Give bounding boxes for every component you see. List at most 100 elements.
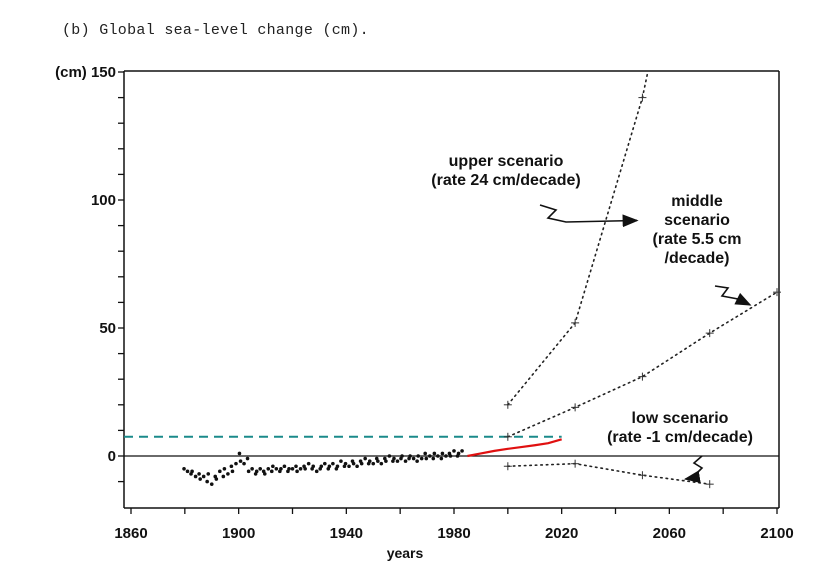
observation-point [290,467,295,471]
observation-point [319,464,324,469]
observation-point [198,477,202,481]
axes: 0 50 100 (cm) 150 1860 1900 1940 1980 2020 2060 21… [55,64,794,542]
observation-point [400,454,404,458]
observed-points [182,449,464,486]
annotation-line: /decade) [665,250,730,267]
y-tick-label: 100 [91,192,116,209]
annotation-text: low scenario (rate -1 cm/decade) [607,410,753,446]
annotation-line: scenario [664,212,730,229]
observation-point [282,464,287,469]
observation-point [424,456,429,461]
observation-point [246,469,251,474]
x-tick-label: 1940 [330,525,363,542]
observation-point [371,461,376,466]
observation-point [431,456,436,461]
figure-caption: (b) Global sea-level change (cm). [62,22,369,39]
observation-point [440,451,445,456]
observation-point [456,451,461,456]
observation-point [355,464,359,469]
observation-point [229,464,234,469]
annotation-arrow [714,285,752,306]
annotations: upper scenario (rate 24 cm/decade) middle s… [431,153,753,484]
observation-point [376,459,380,463]
observation-point [351,461,356,466]
annotation-text: middle scenario (rate 5.5 cm/decade) [653,193,742,267]
observation-point [327,464,332,469]
observation-point [222,467,227,471]
annotation-text: upper scenario (rate 24 cm/decade) [431,153,580,189]
observation-point [314,469,319,474]
observation-point [237,451,242,456]
observation-point [408,454,412,458]
observation-point [452,449,456,453]
observation-point [460,449,464,453]
observation-point [323,461,327,466]
observation-point [234,461,238,466]
scenario-lines [503,71,781,489]
annotation-line: middle [671,193,723,210]
x-tick-label: 2060 [653,525,686,542]
annotation-arrow [539,204,639,228]
observation-point [294,464,298,469]
x-tick-label: 2100 [760,525,793,542]
annotation-line: (rate 5.5 cm [653,231,742,248]
annotation-line: low scenario [632,410,729,427]
observation-point [415,459,419,463]
annotation-arrow [683,455,704,484]
observation-point [306,461,311,466]
observation-point [347,464,351,469]
x-axis-label: years [387,545,424,561]
observation-point [298,467,303,471]
observation-point [190,469,194,474]
observation-point [448,454,453,458]
observation-point [363,456,367,461]
observation-point [384,459,388,463]
observation-point [218,469,222,474]
observation-point [411,456,416,461]
observation-point [242,461,246,466]
observation-point [427,454,432,458]
observation-point [392,456,396,461]
observation-point [311,464,316,469]
x-tick-label: 2020 [545,525,578,542]
observation-point [335,464,340,469]
reference-lines [124,435,562,458]
observation-point [250,467,254,471]
observation-point [258,467,263,471]
observation-point [185,469,190,474]
observation-point [274,467,279,471]
observation-point [279,467,283,471]
x-tick-label: 1980 [437,525,470,542]
observation-point [209,482,214,486]
x-tick-label: 1900 [222,525,255,542]
observation-point [182,467,186,471]
observation-point [269,469,274,474]
observation-point [419,456,424,461]
scenario-line [507,71,649,406]
observation-point [230,469,235,474]
y-tick-label: 0 [108,448,116,465]
annotation-line: (rate -1 cm/decade) [607,429,753,446]
observation-point [206,472,211,476]
observation-point [295,469,299,474]
observation-point [262,472,267,476]
observation-point [287,467,291,471]
observation-point [245,456,250,461]
annotation-line: upper scenario [449,153,564,170]
observation-point [205,479,209,484]
observation-point [303,467,307,471]
scenario-line [507,462,711,485]
observation-point [197,472,201,476]
observation-point [439,456,444,461]
observation-point [444,454,448,458]
observation-point [436,454,440,458]
observation-point [423,451,427,456]
y-tick-label: 50 [99,320,116,337]
scenario-line [507,291,778,438]
observation-point [379,461,384,466]
x-tick-label: 1860 [114,525,147,542]
observation-point [226,472,230,476]
observation-point [271,464,275,469]
observation-point [387,454,392,458]
observation-point [359,461,364,466]
